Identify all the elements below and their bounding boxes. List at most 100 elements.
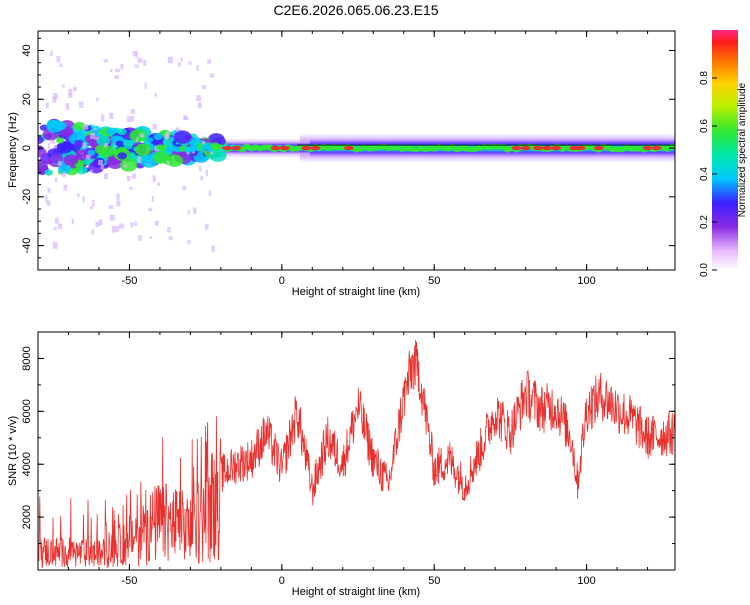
colorbar-tick-label: 0.4 — [699, 167, 710, 181]
spectrogram-noise — [198, 166, 202, 172]
spectrogram-noise — [90, 206, 93, 210]
spectrogram-noise — [196, 65, 199, 72]
spectrogram-noise — [59, 63, 63, 68]
spectrogram-noise — [188, 61, 192, 65]
spectrogram-cell — [73, 121, 86, 131]
spectrogram-noise — [65, 103, 70, 110]
spectrogram-noise — [85, 154, 91, 160]
snr-xtick-label: -50 — [121, 575, 137, 587]
snr-xlabel: Height of straight line (km) — [292, 586, 420, 598]
snr-ytick-label: 2000 — [21, 505, 33, 529]
spectrogram-noise — [114, 75, 120, 79]
spectrogram-noise — [168, 236, 174, 241]
spectrogram-xtick-label: 50 — [428, 275, 440, 287]
spectrogram-noise — [164, 133, 168, 140]
colorbar-label: Normalized spectral amplitude — [737, 82, 748, 217]
spectrogram-noise — [79, 101, 84, 108]
spectrogram-noise — [200, 175, 204, 181]
spectrogram-noise — [184, 117, 189, 121]
spectrogram-peak — [532, 146, 543, 151]
spectrogram-noise — [167, 56, 173, 64]
spectrogram-noise — [123, 164, 127, 168]
spectrogram-noise — [119, 223, 125, 229]
snr-ytick-label: 8000 — [21, 346, 33, 370]
spectrogram-noise — [132, 51, 138, 57]
snr-ylabel: SNR (10 * v/v) — [7, 416, 19, 486]
spectrogram-noise — [63, 184, 68, 191]
spectrogram-noise — [94, 136, 99, 140]
spectrogram-heatmap — [38, 50, 675, 253]
spectrogram-noise — [100, 164, 104, 170]
spectrogram-noise — [95, 221, 100, 227]
spectrogram-xlabel: Height of straight line (km) — [292, 286, 420, 298]
spectrogram-noise — [129, 115, 135, 122]
spectrogram-noise — [129, 186, 133, 190]
spectrogram-ytick-label: 20 — [21, 93, 33, 105]
spectrogram-noise — [104, 173, 109, 180]
spectrogram-noise — [45, 195, 48, 203]
spectrogram-peak — [221, 146, 232, 151]
spectrogram-peak — [231, 146, 242, 151]
spectrogram-noise — [45, 102, 49, 109]
spectrogram-axes: -50 0 50 100 -40 -20 0 20 40 — [21, 31, 675, 287]
spectrogram-noise — [176, 127, 179, 132]
spectrogram-noise — [53, 145, 58, 149]
spectrogram-noise — [126, 175, 131, 182]
spectrogram-noise — [137, 57, 143, 63]
snr-xtick-label: 100 — [577, 575, 595, 587]
spectrogram-cell — [134, 143, 152, 156]
spectrogram-noise — [148, 207, 153, 212]
spectrogram-noise — [50, 139, 56, 144]
spectrogram-noise — [90, 169, 94, 173]
spectrogram-noise — [152, 124, 157, 130]
snr-axes: -50 0 50 100 2000 4000 6000 8000 — [21, 331, 675, 587]
spectrogram-noise — [205, 169, 209, 177]
spectrogram-noise — [68, 88, 73, 95]
spectrogram-ylabel: Frequency (Hz) — [7, 112, 19, 188]
spectrogram-noise — [210, 150, 214, 155]
spectrogram-noise — [120, 64, 124, 70]
spectrogram-noise — [166, 160, 170, 166]
colorbar-tick-label: 0.2 — [699, 215, 710, 229]
spectrogram-noise — [152, 175, 156, 183]
spectrogram-peak — [642, 146, 653, 151]
spectrogram-cell — [76, 166, 88, 175]
snr-ytick-label: 4000 — [21, 452, 33, 476]
spectrogram-noise — [103, 59, 109, 63]
spectrogram-noise — [90, 133, 96, 139]
spectrogram-noise — [197, 102, 202, 109]
spectrogram-noise — [110, 69, 113, 73]
spectrogram-cell — [63, 154, 79, 166]
spectrogram-cell — [87, 149, 96, 156]
colorbar-gradient — [712, 30, 738, 270]
spectrogram-noise — [47, 142, 50, 150]
spectrogram-noise — [130, 108, 136, 114]
spectrogram-noise — [131, 173, 137, 179]
spectrogram-noise — [109, 214, 115, 221]
spectrogram-noise — [73, 86, 77, 92]
spectrogram-noise — [126, 116, 131, 123]
spectrogram-noise — [103, 143, 108, 148]
spectrogram-cell — [83, 158, 93, 166]
spectrogram-noise — [167, 226, 171, 233]
spectrogram-peak — [310, 146, 321, 151]
spectrogram-noise — [98, 219, 103, 226]
spectrogram-ytick-label: 0 — [21, 145, 33, 151]
spectrogram-ytick-label: 40 — [21, 44, 33, 56]
spectrogram-noise — [143, 59, 147, 66]
spectrogram-cell — [117, 128, 127, 136]
spectrogram-panel: -50 0 50 100 -40 -20 0 20 40 Height of straight … — [7, 30, 676, 298]
spectrogram-noise — [52, 96, 57, 103]
spectrogram-noise — [209, 73, 215, 78]
spectrogram-noise — [182, 185, 187, 191]
spectrogram-noise — [83, 124, 89, 130]
spectrogram-cell — [120, 158, 138, 172]
spectrogram-noise — [207, 59, 212, 64]
spectrogram-peak — [520, 146, 531, 151]
spectrogram-noise — [130, 222, 134, 228]
spectrogram-noise — [61, 172, 66, 177]
spectrogram-noise — [116, 193, 120, 201]
spectrogram-cell — [115, 140, 124, 147]
snr-frame — [37, 331, 676, 571]
snr-series-line — [38, 340, 675, 569]
